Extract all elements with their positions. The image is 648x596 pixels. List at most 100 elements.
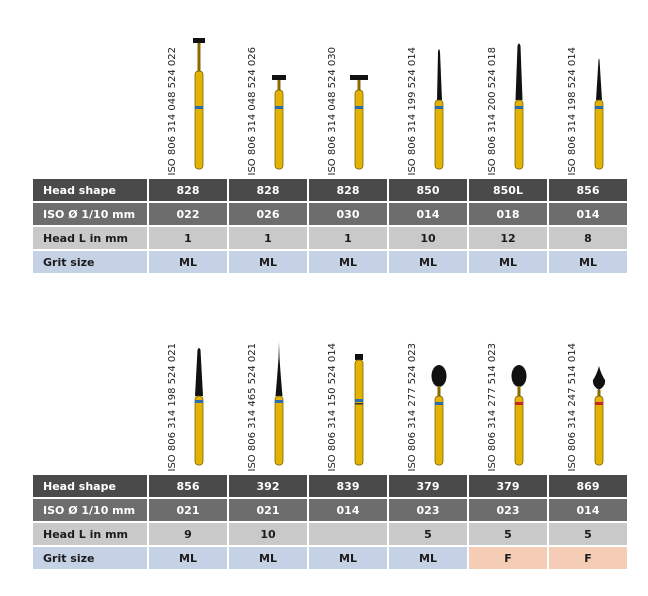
- head-length-cell: 10: [388, 226, 469, 251]
- grit-cell: ML: [388, 546, 469, 569]
- bur-column-12: ISO 806 314 247 514 014: [550, 330, 630, 475]
- bur-column-5: ISO 806 314 200 524 018: [470, 34, 550, 179]
- row-label: ISO Ø 1/10 mm: [33, 498, 149, 523]
- head-shape-cell: 392: [228, 475, 309, 499]
- taper-bur-icon: [194, 348, 204, 466]
- grit-cell: ML: [308, 546, 389, 569]
- iso-diameter-cell: 014: [548, 202, 629, 227]
- iso-diameter-cell: 023: [468, 498, 549, 523]
- head-length-cell: 8: [548, 226, 629, 251]
- iso-diameter-cell: 022: [148, 202, 229, 227]
- head-length-cell: 12: [468, 226, 549, 251]
- grit-cell: ML: [148, 546, 229, 569]
- head-shape-cell: 828: [148, 179, 229, 203]
- head-length-cell: 5: [548, 522, 629, 547]
- bur-column-8: ISO 806 314 465 524 021: [230, 330, 310, 475]
- iso-code: ISO 806 314 198 524 021: [167, 342, 178, 472]
- football-bur-icon: [431, 365, 447, 466]
- head-shape-cell: 869: [548, 475, 629, 499]
- row-label: Head shape: [33, 475, 149, 499]
- iso-diameter-cell: 026: [228, 202, 309, 227]
- head-length-cell: 1: [308, 226, 389, 251]
- inverted-cone-bur-icon: [272, 75, 286, 170]
- iso-diameter-cell: 014: [308, 498, 389, 523]
- head-shape-cell: 379: [388, 475, 469, 499]
- grit-size-row: Grit size ML ML ML ML ML ML: [33, 250, 629, 273]
- head-shape-cell: 828: [308, 179, 389, 203]
- head-shape-cell: 850L: [468, 179, 549, 203]
- bur-spec-table-1: Head shape 828 828 828 850 850L 856 ISO …: [33, 179, 629, 273]
- row-label: Grit size: [33, 250, 149, 273]
- iso-diameter-cell: 014: [548, 498, 629, 523]
- bur-column-7: ISO 806 314 198 524 021: [150, 330, 230, 475]
- bur-column-2: ISO 806 314 048 524 026: [230, 34, 310, 179]
- iso-code: ISO 806 314 048 524 030: [327, 46, 338, 176]
- iso-diameter-cell: 018: [468, 202, 549, 227]
- bur-spec-table-2: Head shape 856 392 839 379 379 869 ISO Ø…: [33, 475, 629, 569]
- head-length-cell: 9: [148, 522, 229, 547]
- iso-code: ISO 806 314 465 524 021: [247, 342, 258, 472]
- iso-code: ISO 806 314 150 524 014: [327, 342, 338, 472]
- head-shape-cell: 850: [388, 179, 469, 203]
- bur-images-row-2: ISO 806 314 198 524 021 ISO 806 314 465 …: [33, 330, 629, 475]
- iso-code: ISO 806 314 048 524 022: [167, 46, 178, 176]
- head-shape-cell: 839: [308, 475, 389, 499]
- bur-column-9: ISO 806 314 150 524 014: [310, 330, 390, 475]
- row-label: Head shape: [33, 179, 149, 203]
- iso-code: ISO 806 314 199 524 014: [407, 46, 418, 176]
- head-shape-cell: 379: [468, 475, 549, 499]
- head-length-row: Head L in mm 9 10 5 5 5: [33, 522, 629, 547]
- cylinder-bur-icon: [354, 354, 364, 466]
- flame-bur-icon: [592, 366, 606, 466]
- head-length-cell: 1: [148, 226, 229, 251]
- head-shape-cell: 856: [148, 475, 229, 499]
- grit-cell: ML: [548, 250, 629, 273]
- round-end-taper-bur-icon: [434, 49, 444, 170]
- iso-code: ISO 806 314 277 514 023: [487, 342, 498, 472]
- iso-diameter-cell: 021: [148, 498, 229, 523]
- iso-diameter-cell: 021: [228, 498, 309, 523]
- bur-column-10: ISO 806 314 277 524 023: [390, 330, 470, 475]
- long-taper-bur-icon: [514, 43, 524, 170]
- iso-code: ISO 806 314 247 514 014: [567, 342, 578, 472]
- grit-cell: F: [468, 546, 549, 569]
- inverted-cone-bur-icon: [350, 75, 368, 170]
- grit-cell: ML: [148, 250, 229, 273]
- inverted-cone-bur-icon: [193, 38, 205, 170]
- head-length-cell: [308, 522, 389, 547]
- head-shape-cell: 828: [228, 179, 309, 203]
- iso-code: ISO 806 314 277 524 023: [407, 342, 418, 472]
- bur-column-11: ISO 806 314 277 514 023: [470, 330, 550, 475]
- grit-cell: ML: [228, 546, 309, 569]
- head-length-cell: 5: [388, 522, 469, 547]
- football-bur-icon: [511, 365, 527, 466]
- bur-table-block-2: ISO 806 314 198 524 021 ISO 806 314 465 …: [33, 330, 629, 569]
- grit-cell: ML: [228, 250, 309, 273]
- head-shape-row: Head shape 828 828 828 850 850L 856: [33, 179, 629, 203]
- grit-cell: ML: [388, 250, 469, 273]
- taper-bur-icon: [594, 58, 604, 170]
- iso-diameter-cell: 014: [388, 202, 469, 227]
- grit-cell: ML: [468, 250, 549, 273]
- grit-size-row: Grit size ML ML ML ML F F: [33, 546, 629, 569]
- bur-table-block-1: ISO 806 314 048 524 022 ISO 806 314 048 …: [33, 34, 629, 273]
- iso-code: ISO 806 314 198 524 014: [567, 46, 578, 176]
- grit-cell: F: [548, 546, 629, 569]
- bur-column-4: ISO 806 314 199 524 014: [390, 34, 470, 179]
- head-length-cell: 10: [228, 522, 309, 547]
- head-length-row: Head L in mm 1 1 1 10 12 8: [33, 226, 629, 251]
- bur-column-1: ISO 806 314 048 524 022: [150, 34, 230, 179]
- iso-code: ISO 806 314 200 524 018: [487, 46, 498, 176]
- needle-bur-icon: [274, 342, 284, 466]
- iso-diameter-cell: 023: [388, 498, 469, 523]
- grit-cell: ML: [308, 250, 389, 273]
- row-label: Head L in mm: [33, 522, 149, 547]
- head-shape-cell: 856: [548, 179, 629, 203]
- row-label: ISO Ø 1/10 mm: [33, 202, 149, 227]
- bur-column-3: ISO 806 314 048 524 030: [310, 34, 390, 179]
- row-label: Head L in mm: [33, 226, 149, 251]
- head-length-cell: 5: [468, 522, 549, 547]
- bur-images-row-1: ISO 806 314 048 524 022 ISO 806 314 048 …: [33, 34, 629, 179]
- row-label: Grit size: [33, 546, 149, 569]
- iso-diameter-cell: 030: [308, 202, 389, 227]
